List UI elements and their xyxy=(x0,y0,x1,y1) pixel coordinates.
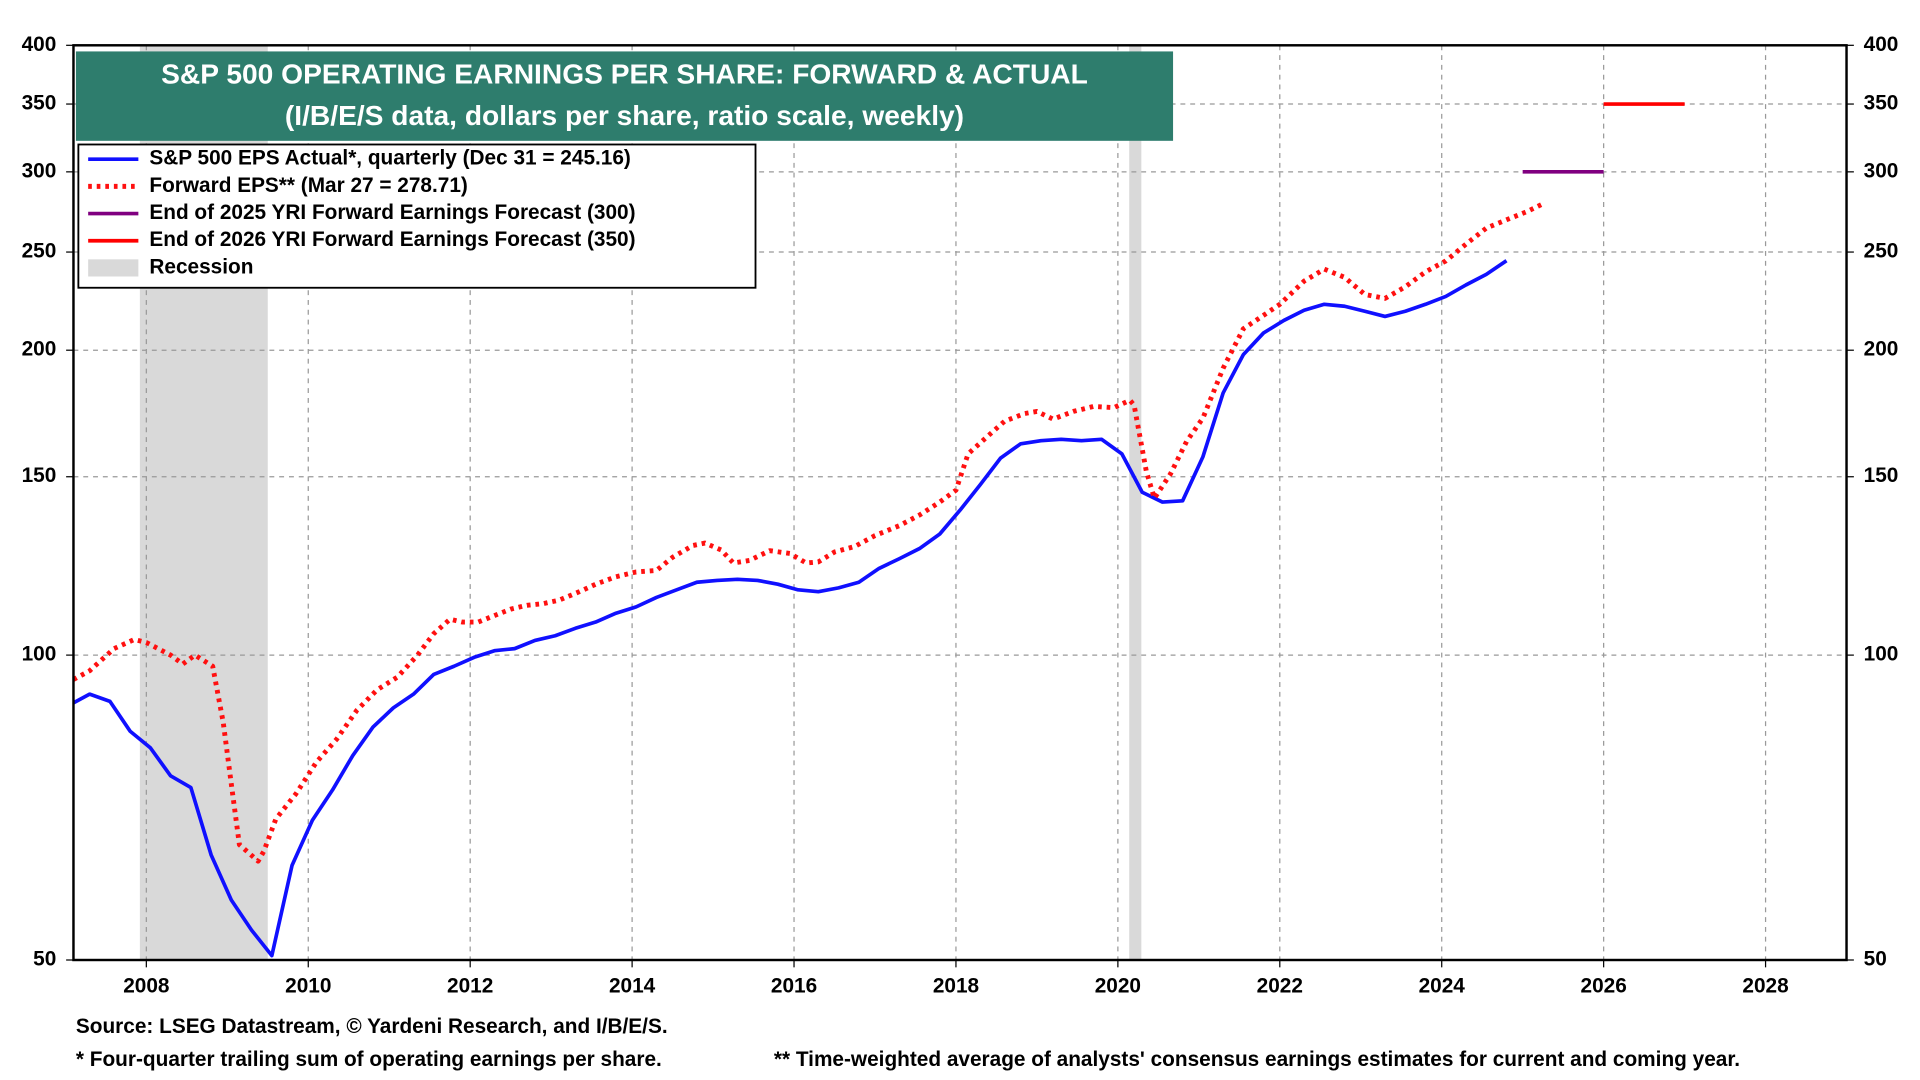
y-tick-label: 100 xyxy=(22,643,57,666)
chart-subtitle: (I/B/E/S data, dollars per share, ratio … xyxy=(285,100,964,131)
x-tick-label: 2022 xyxy=(1257,974,1303,997)
y2-tick-label: 300 xyxy=(1864,159,1899,182)
x-tick-label: 2016 xyxy=(771,974,817,997)
legend-label: End of 2026 YRI Forward Earnings Forecas… xyxy=(149,228,635,251)
y-tick-label: 50 xyxy=(33,948,56,971)
y2-tick-label: 250 xyxy=(1864,240,1899,263)
x-tick-label: 2018 xyxy=(933,974,979,997)
legend-label: S&P 500 EPS Actual*, quarterly (Dec 31 =… xyxy=(149,147,630,170)
chart-title: S&P 500 OPERATING EARNINGS PER SHARE: FO… xyxy=(161,58,1088,89)
plot-frame xyxy=(72,44,1848,962)
recession-band xyxy=(1129,45,1142,960)
footnote: * Four-quarter trailing sum of operating… xyxy=(76,1048,662,1071)
x-tick-label: 2026 xyxy=(1581,974,1627,997)
y-tick-label: 400 xyxy=(22,33,57,56)
plot-lines xyxy=(72,102,1685,958)
y2-tick-label: 100 xyxy=(1864,643,1899,666)
legend-label: Forward EPS** (Mar 27 = 278.71) xyxy=(149,174,467,197)
x-tick-label: 2008 xyxy=(123,974,169,997)
x-tick-label: 2014 xyxy=(609,974,656,997)
legend: S&P 500 EPS Actual*, quarterly (Dec 31 =… xyxy=(88,147,636,278)
legend-label: End of 2025 YRI Forward Earnings Forecas… xyxy=(149,201,635,224)
x-tick-label: 2020 xyxy=(1095,974,1141,997)
y2-tick-label: 50 xyxy=(1864,948,1887,971)
source-note: Source: LSEG Datastream, © Yardeni Resea… xyxy=(76,1015,668,1038)
x-tick-label: 2010 xyxy=(285,974,331,997)
x-tick-label: 2024 xyxy=(1419,974,1466,997)
y2-tick-label: 200 xyxy=(1864,338,1899,361)
series-line xyxy=(72,259,1508,958)
footnote: ** Time-weighted average of analysts' co… xyxy=(774,1048,1740,1071)
series-line xyxy=(72,202,1544,864)
y-tick-label: 150 xyxy=(22,464,57,487)
x-tick-label: 2012 xyxy=(447,974,493,997)
y2-tick-label: 150 xyxy=(1864,464,1899,487)
y2-tick-label: 350 xyxy=(1864,92,1899,115)
y-tick-label: 250 xyxy=(22,240,57,263)
title-box xyxy=(75,51,1174,141)
x-tick-label: 2028 xyxy=(1742,974,1788,997)
legend-label: Recession xyxy=(149,255,253,278)
y-tick-label: 200 xyxy=(22,338,57,361)
legend-box xyxy=(77,143,757,289)
y-tick-label: 300 xyxy=(22,159,57,182)
y-tick-label: 350 xyxy=(22,92,57,115)
legend-swatch xyxy=(88,259,139,277)
y2-tick-label: 400 xyxy=(1864,33,1899,56)
